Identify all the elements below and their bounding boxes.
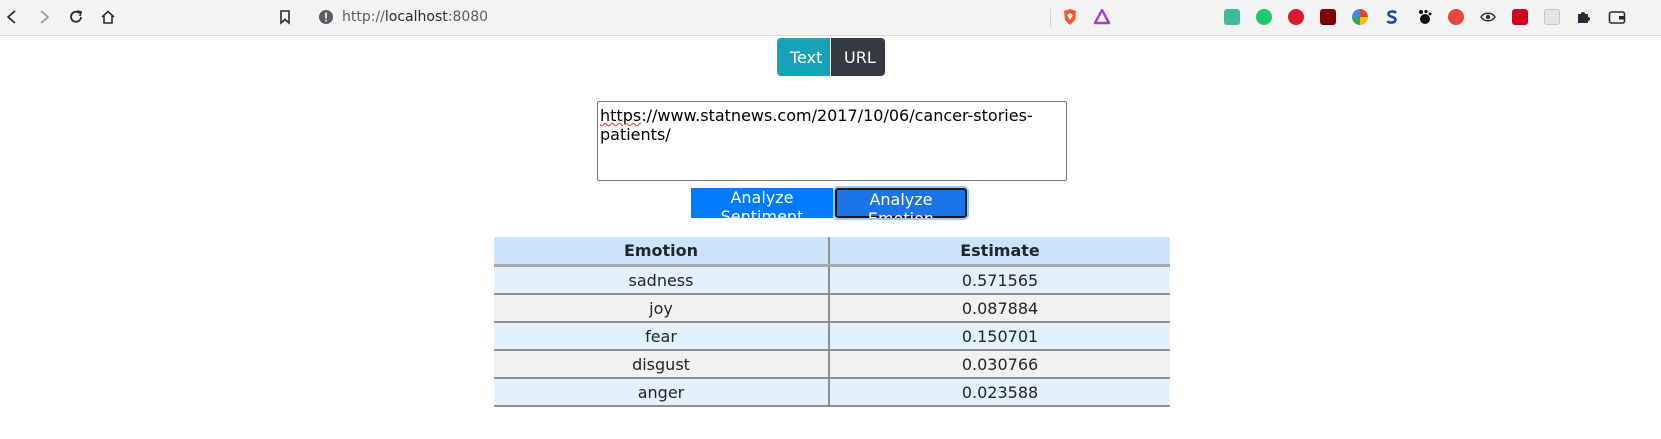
address-bar[interactable]: http://localhost:8080 [342, 9, 488, 25]
back-icon[interactable] [2, 7, 22, 27]
emotion-cell: fear [494, 322, 830, 351]
wallet-icon[interactable] [1607, 7, 1627, 27]
emotion-results-table: Emotion Estimate sadness 0.571565 joy 0.… [494, 237, 1170, 407]
forward-icon[interactable] [34, 7, 54, 27]
toolbar-separator [1050, 9, 1051, 27]
estimate-cell: 0.571565 [829, 265, 1170, 295]
estimate-cell: 0.087884 [829, 294, 1170, 323]
url-text-rest: ://www.statnews.com/2017/10/06/cancer-st… [600, 106, 1033, 144]
extensions-puzzle-icon[interactable] [1573, 7, 1593, 27]
extension-1-icon[interactable] [1224, 9, 1240, 25]
table-row: anger 0.023588 [494, 378, 1170, 407]
extension-2-icon[interactable] [1256, 9, 1272, 25]
text-mode-button[interactable]: Text [777, 38, 830, 76]
table-row: joy 0.087884 [494, 294, 1170, 323]
url-port: :8080 [447, 9, 489, 25]
bookmark-icon[interactable] [275, 7, 295, 27]
emotion-cell: sadness [494, 265, 830, 295]
table-header-row: Emotion Estimate [494, 237, 1170, 267]
ublock-icon[interactable] [1320, 9, 1336, 25]
estimate-cell: 0.150701 [829, 322, 1170, 351]
table-row: fear 0.150701 [494, 322, 1170, 351]
emotion-cell: joy [494, 294, 830, 323]
column-header-emotion: Emotion [494, 237, 830, 267]
analyze-sentiment-button[interactable]: Analyze Sentiment [691, 188, 833, 226]
s-red-extension-icon[interactable] [1512, 9, 1528, 25]
analyze-emotion-button[interactable]: Analyze Emotion [833, 186, 969, 228]
url-textarea[interactable]: https://www.statnews.com/2017/10/06/canc… [597, 101, 1067, 181]
gnome-extension-icon[interactable] [1416, 9, 1432, 25]
analyze-actions: Analyze Sentiment Analyze Emotion [691, 186, 969, 228]
browser-toolbar: http://localhost:8080 [0, 0, 1661, 36]
url-scheme: http:// [342, 9, 385, 25]
brave-shields-icon[interactable] [1060, 7, 1080, 27]
table-row: sadness 0.571565 [494, 265, 1170, 295]
reader-icon[interactable] [1544, 9, 1560, 25]
reload-icon[interactable] [66, 7, 86, 27]
emotion-cell: disgust [494, 350, 830, 379]
url-mode-button[interactable]: URL [831, 38, 885, 76]
home-icon[interactable] [98, 7, 118, 27]
url-host: localhost [384, 9, 448, 25]
color-extension-icon[interactable] [1352, 9, 1368, 25]
spellcheck-word: https [600, 106, 642, 125]
estimate-cell: 0.023588 [829, 378, 1170, 407]
emotion-cell: anger [494, 378, 830, 407]
eye-icon[interactable] [1480, 9, 1496, 25]
site-info-icon[interactable] [316, 7, 336, 27]
brave-rewards-icon[interactable] [1092, 7, 1112, 27]
table-row: disgust 0.030766 [494, 350, 1170, 379]
s-extension-icon[interactable] [1384, 9, 1400, 25]
input-mode-toggle: Text URL [777, 38, 885, 76]
adblock-icon[interactable] [1288, 9, 1304, 25]
column-header-estimate: Estimate [829, 237, 1170, 267]
estimate-cell: 0.030766 [829, 350, 1170, 379]
red-extension-icon[interactable] [1448, 9, 1464, 25]
